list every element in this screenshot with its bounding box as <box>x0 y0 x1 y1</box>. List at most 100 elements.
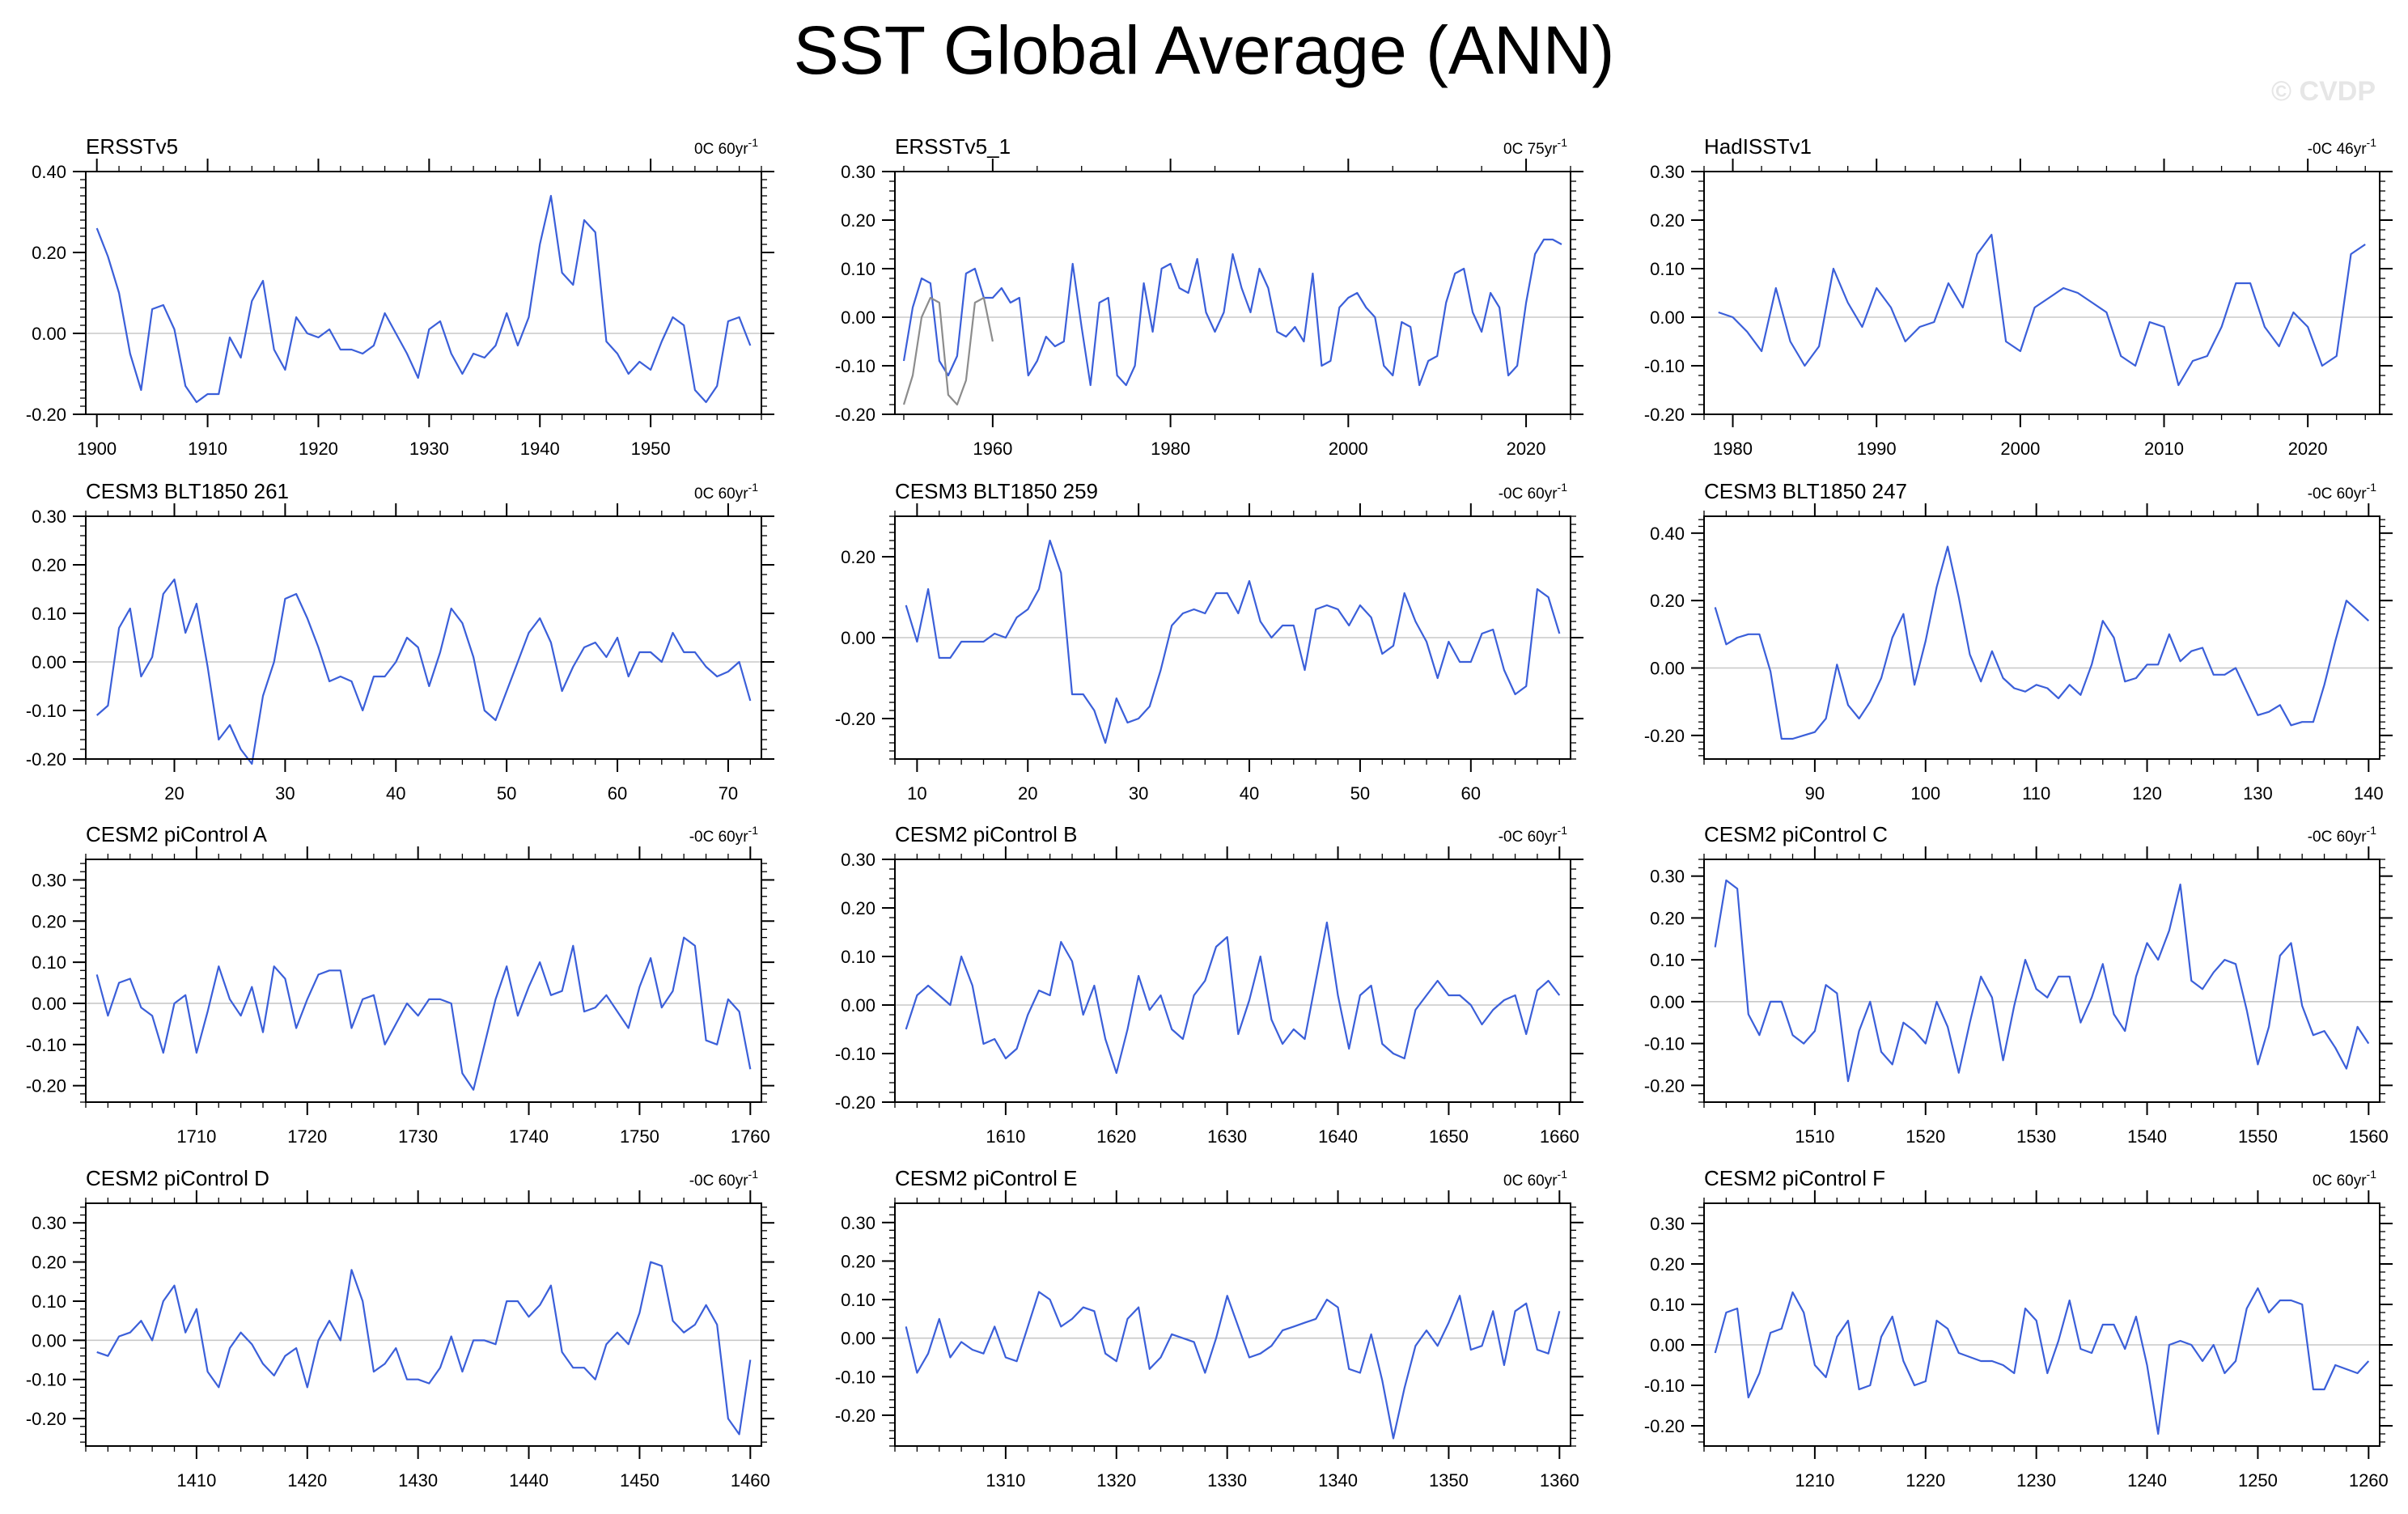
x-tick-label: 1520 <box>1906 1126 1945 1147</box>
y-tick-label: -0.20 <box>835 1092 875 1113</box>
y-tick-label: 0.10 <box>1650 950 1685 970</box>
panel-title: CESM2 piControl D <box>86 1166 269 1190</box>
panel-1: ERSSTv5 0C 60yr-1 -0.20 0.00 0.20 0.40 1900 191… <box>26 134 774 459</box>
y-tick-label: 0.10 <box>1650 259 1685 279</box>
panel-title: CESM2 piControl A <box>86 822 268 846</box>
x-tick-label: 1340 <box>1318 1470 1358 1491</box>
x-tick-label: 1450 <box>620 1470 659 1491</box>
y-tick-label: 0.00 <box>841 995 875 1016</box>
panel-title: CESM3 BLT1850 247 <box>1704 479 1907 503</box>
y-tick-label: 0.40 <box>32 162 66 182</box>
y-tick-label: -0.10 <box>26 1035 66 1055</box>
y-tick-label: -0.20 <box>1644 1075 1685 1096</box>
x-tick-label: 1660 <box>1540 1126 1579 1147</box>
y-tick-label: 0.10 <box>32 604 66 624</box>
x-tick-label: 140 <box>2354 783 2384 804</box>
x-tick-label: 2000 <box>2000 439 2040 459</box>
panel-title: ERSSTv5_1 <box>895 134 1011 159</box>
x-tick-label: 1640 <box>1318 1126 1358 1147</box>
x-tick-label: 1760 <box>731 1126 770 1147</box>
y-tick-label: -0.10 <box>835 1044 875 1064</box>
panel-title: CESM2 piControl B <box>895 822 1077 846</box>
trend-exponent: -1 <box>748 481 759 494</box>
x-tick-label: 1350 <box>1429 1470 1469 1491</box>
y-tick-label: -0.20 <box>1644 405 1685 425</box>
plot-frame <box>1703 515 2380 760</box>
x-tick-label: 1530 <box>2016 1126 2056 1147</box>
trend-label: 0C 60yr-1 <box>694 136 758 158</box>
plot-frame <box>894 171 1571 415</box>
panel-3: HadISSTv1 -0C 46yr-1 -0.20 -0.10 0.00 0.10 0.2… <box>1644 134 2393 459</box>
panel-title: HadISSTv1 <box>1704 134 1812 159</box>
y-tick-label: 0.10 <box>841 947 875 967</box>
y-tick-label: -0.20 <box>26 405 66 425</box>
x-tick-label: 40 <box>1240 783 1259 804</box>
y-tick-label: -0.20 <box>1644 1416 1685 1436</box>
x-tick-label: 110 <box>2022 783 2050 804</box>
trend-label: -0C 60yr-1 <box>689 1168 759 1190</box>
y-tick-label: 0.10 <box>841 259 875 279</box>
x-tick-label: 2020 <box>1507 439 1546 459</box>
y-tick-label: 0.20 <box>841 547 875 567</box>
panel-title: CESM3 BLT1850 259 <box>895 479 1098 503</box>
x-tick-label: 120 <box>2132 783 2162 804</box>
panel-title: CESM2 piControl F <box>1704 1166 1885 1190</box>
panel-11: CESM2 piControl E 0C 60yr-1 -0.20 -0.10 0.00… <box>835 1166 1583 1491</box>
trend-exponent: -1 <box>2367 824 2377 837</box>
y-tick-label: -0.20 <box>835 405 875 425</box>
x-tick-label: 60 <box>608 783 627 804</box>
trend-exponent: -1 <box>2367 136 2377 149</box>
x-tick-label: 1940 <box>520 439 560 459</box>
panel-2: ERSSTv5_1 0C 75yr-1 -0.20 -0.10 0.00 0.10 0.20… <box>835 134 1583 459</box>
trend-exponent: -1 <box>748 824 759 837</box>
y-tick-label: 0.20 <box>841 210 875 231</box>
x-tick-label: 20 <box>164 783 184 804</box>
x-tick-label: 20 <box>1018 783 1037 804</box>
y-tick-label: -0.10 <box>26 701 66 721</box>
series-line-1 <box>1714 879 2370 1083</box>
x-tick-label: 30 <box>1129 783 1148 804</box>
plot-frame <box>85 1202 762 1447</box>
x-tick-label: 1650 <box>1429 1126 1469 1147</box>
y-tick-label: 0.30 <box>1650 162 1685 182</box>
x-tick-label: 2010 <box>2144 439 2184 459</box>
panel-7: CESM2 piControl A -0C 60yr-1 -0.20 -0.10 0.0… <box>26 822 774 1147</box>
y-tick-label: 0.00 <box>32 652 66 672</box>
x-tick-label: 1960 <box>973 439 1012 459</box>
x-tick-label: 100 <box>1910 783 1940 804</box>
x-tick-label: 1720 <box>287 1126 327 1147</box>
x-tick-label: 1250 <box>2238 1470 2278 1491</box>
trend-exponent: -1 <box>748 136 759 149</box>
panel-title: ERSSTv5 <box>86 134 178 159</box>
y-tick-label: 0.10 <box>841 1290 875 1310</box>
x-tick-label: 1260 <box>2349 1470 2389 1491</box>
trend-label: 0C 60yr-1 <box>1503 1168 1567 1190</box>
y-tick-label: 0.00 <box>1650 1335 1685 1355</box>
x-tick-label: 130 <box>2243 783 2273 804</box>
plot-frame <box>894 859 1571 1103</box>
x-tick-label: 1740 <box>509 1126 549 1147</box>
trend-exponent: -1 <box>2367 1168 2377 1181</box>
y-tick-label: -0.20 <box>835 1406 875 1426</box>
x-tick-label: 1210 <box>1795 1470 1834 1491</box>
panel-title: CESM2 piControl E <box>895 1166 1077 1190</box>
panel-12: CESM2 piControl F 0C 60yr-1 -0.20 -0.10 0.00… <box>1644 1166 2393 1491</box>
trend-label: -0C 60yr-1 <box>2308 824 2377 846</box>
y-tick-label: 0.20 <box>841 898 875 918</box>
trend-label: 0C 60yr-1 <box>694 481 758 503</box>
panel-9: CESM2 piControl C -0C 60yr-1 -0.20 -0.10 0.0… <box>1644 822 2393 1147</box>
panel-10: CESM2 piControl D -0C 60yr-1 -0.20 -0.10 0.0… <box>26 1166 774 1491</box>
trend-exponent: -1 <box>2367 481 2377 494</box>
x-tick-label: 2020 <box>2288 439 2328 459</box>
plot-frame <box>85 171 762 415</box>
trend-exponent: -1 <box>1558 136 1568 149</box>
watermark: © CVDP <box>2271 76 2376 107</box>
series-line-1 <box>95 936 752 1091</box>
trend-exponent: -1 <box>1558 824 1568 837</box>
series-line-1 <box>905 921 1561 1075</box>
series-line-1 <box>95 194 752 404</box>
trend-label: 0C 75yr-1 <box>1503 136 1567 158</box>
trend-exponent: -1 <box>748 1168 759 1181</box>
y-tick-label: 0.20 <box>1650 591 1685 611</box>
panel-4: CESM3 BLT1850 261 0C 60yr-1 -0.20 -0.10 0.00… <box>26 479 774 804</box>
